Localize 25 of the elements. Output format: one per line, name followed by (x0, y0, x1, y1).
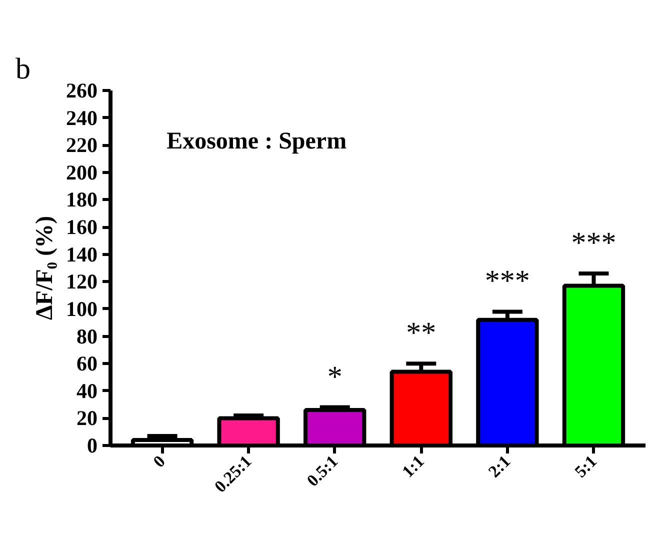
y-tick-label: 60 (76, 352, 98, 376)
y-tick-label: 180 (66, 188, 98, 212)
y-tick-label: 40 (76, 378, 98, 403)
y-tick-label: 220 (66, 133, 98, 158)
y-tick-label: 120 (66, 270, 98, 294)
x-tick-label: 1:1 (398, 452, 428, 482)
y-tick-label: 100 (66, 296, 98, 321)
y-tick-label: 240 (66, 106, 98, 130)
y-tick-label: 80 (76, 324, 98, 348)
chart-title: b (16, 52, 30, 86)
annotation: ** (406, 316, 436, 350)
y-tick-label: 160 (66, 215, 98, 240)
y-axis-title: ΔF/F₀ (%) (32, 216, 58, 320)
y-tick-label: 0 (87, 434, 98, 458)
annotation: *** (484, 264, 530, 298)
y-tick-label: 20 (76, 406, 98, 430)
x-tick-label: 2:1 (484, 452, 514, 482)
y-tick-label: 140 (66, 242, 98, 266)
annotation: Exosome : Sperm (166, 128, 347, 154)
x-tick-label: 5:1 (570, 452, 600, 482)
x-tick-label: 0 (150, 452, 169, 472)
annotation: * (327, 360, 342, 394)
y-tick-label: 200 (66, 160, 98, 184)
annotation: *** (571, 226, 616, 260)
y-tick-label: 260 (66, 78, 98, 102)
